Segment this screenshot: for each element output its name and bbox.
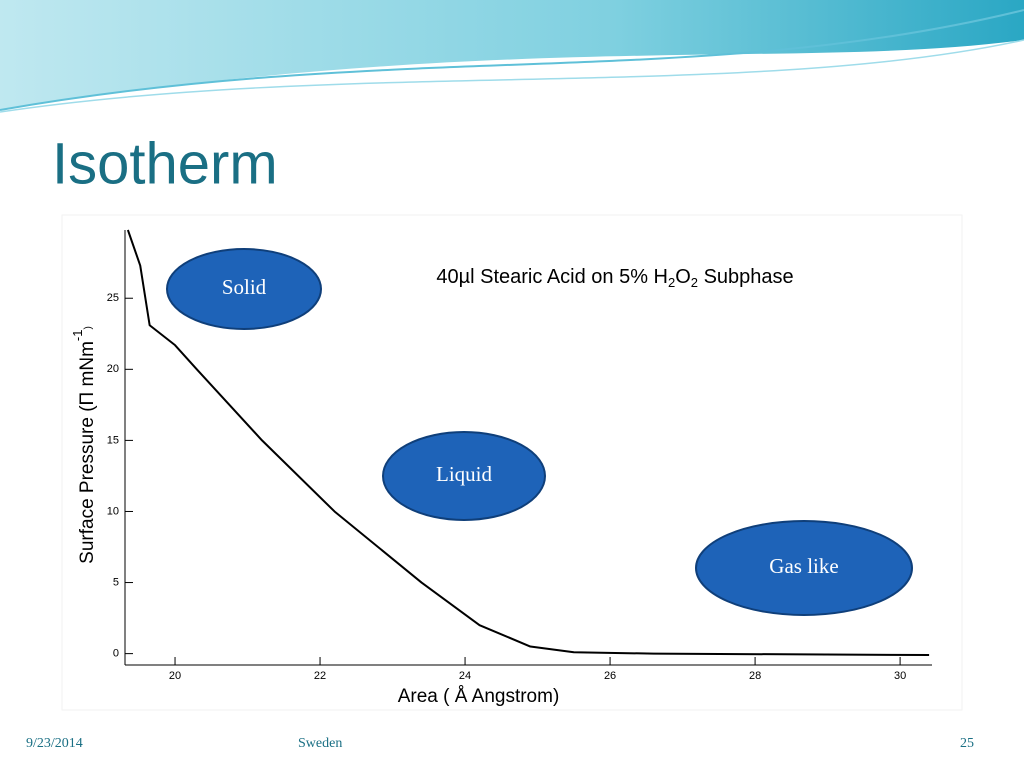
wave-line bbox=[0, 9, 1024, 111]
y-tick-label: 5 bbox=[113, 576, 119, 588]
x-tick-label: 30 bbox=[894, 670, 906, 682]
y-axis-label-part: Surface Pressure (Π mNm bbox=[77, 341, 98, 564]
footer-page: 25 bbox=[960, 736, 974, 751]
annotation-label: Liquid bbox=[436, 462, 492, 486]
footer-date: 9/23/2014 bbox=[26, 736, 83, 751]
x-tick-label: 24 bbox=[459, 670, 471, 682]
annotation-bubble bbox=[695, 520, 913, 616]
wave-decoration bbox=[0, 0, 1024, 110]
y-tick-label: 20 bbox=[107, 363, 119, 375]
x-axis-label: Area ( Å Angstrom) bbox=[398, 686, 560, 707]
annotation-bubble bbox=[166, 248, 322, 330]
footer-place: Sweden bbox=[298, 736, 342, 751]
x-tick-label: 22 bbox=[314, 670, 326, 682]
slide-title: Isotherm bbox=[52, 131, 278, 196]
y-axis-label: Surface Pressure (Π mNm-1) bbox=[70, 326, 98, 564]
y-tick-label: 0 bbox=[113, 648, 119, 660]
chart-title-part: O bbox=[675, 266, 691, 288]
annotation-label: Solid bbox=[222, 275, 267, 299]
x-tick-label: 26 bbox=[604, 670, 616, 682]
y-axis-label-part: ) bbox=[83, 326, 94, 329]
y-axis-label-part: -1 bbox=[70, 330, 85, 342]
chart-title-part: 2 bbox=[668, 275, 675, 290]
y-tick-label: 25 bbox=[107, 292, 119, 304]
chart-title-part: 40µl Stearic Acid on 5% H bbox=[436, 266, 668, 288]
chart-title-part: 2 bbox=[691, 275, 698, 290]
data-line bbox=[126, 229, 930, 657]
y-tick-label: 10 bbox=[107, 505, 119, 517]
annotation-label: Gas like bbox=[769, 554, 838, 578]
wave-line bbox=[0, 39, 1024, 113]
x-tick-label: 20 bbox=[169, 670, 181, 682]
x-tick-label: 28 bbox=[749, 670, 761, 682]
annotation-bubble bbox=[382, 431, 546, 521]
y-tick-label: 15 bbox=[107, 434, 119, 446]
chart-title: 40µl Stearic Acid on 5% H2O2 Subphase bbox=[436, 266, 793, 290]
chart-title-part: Subphase bbox=[698, 266, 794, 288]
